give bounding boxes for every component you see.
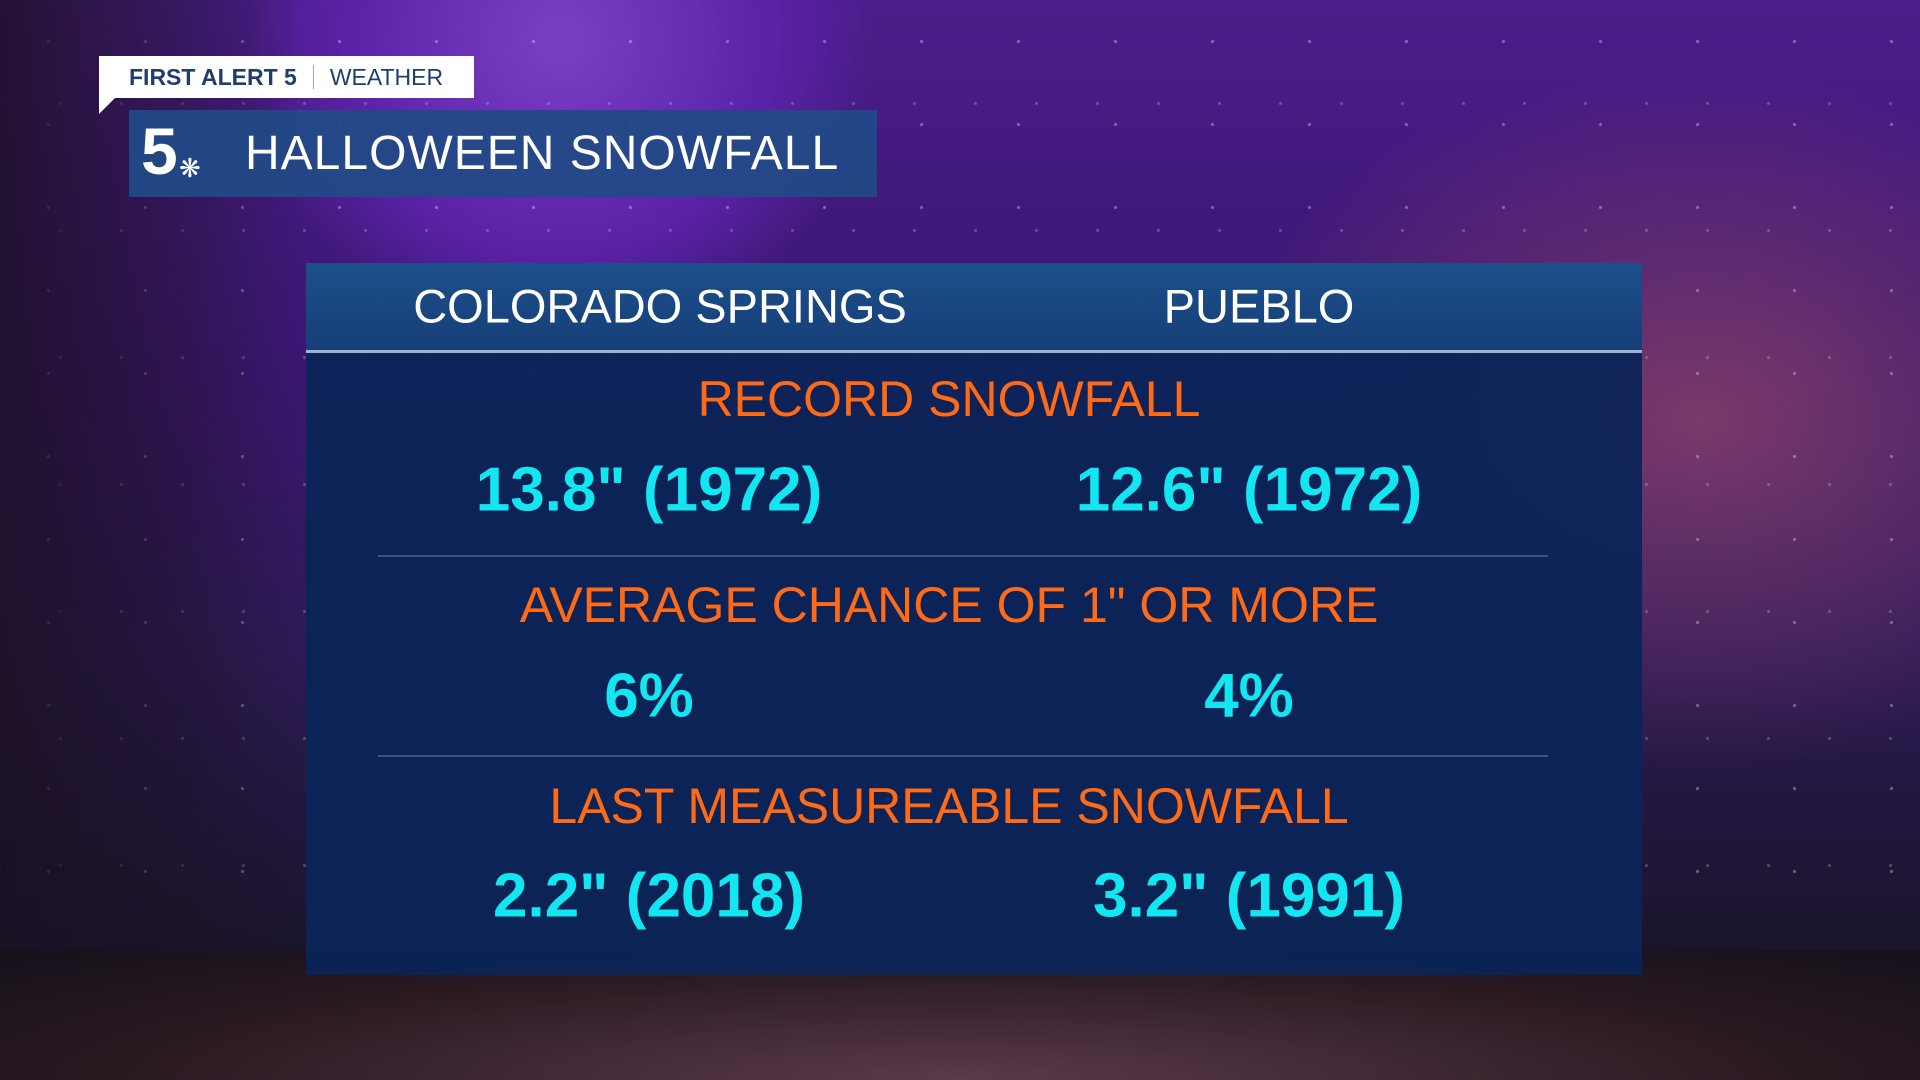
value-cs-last: 2.2" (2018) [492,861,806,931]
nbc-peacock-icon: ❋ [179,152,201,183]
column-pueblo: PUEBLO [1163,279,1355,333]
row-label-record: RECORD SNOWFALL [697,371,1201,427]
value-cs-record: 13.8" (1972) [475,455,823,525]
station-logo: 5 ❋ [141,114,221,189]
value-pueblo-record: 12.6" (1972) [1075,455,1423,525]
value-cs-average: 6% [604,661,694,731]
row-divider [378,555,1548,557]
row-divider [378,755,1548,757]
page-title: HALLOWEEN SNOWFALL [245,127,840,180]
snowfall-table: COLORADO SPRINGS PUEBLO RECORD SNOWFALL … [306,263,1642,975]
table-header: COLORADO SPRINGS PUEBLO [306,263,1642,353]
tag-light: WEATHER [329,63,444,90]
logo-five: 5 [141,113,178,188]
tag-bold: FIRST ALERT 5 [129,63,297,90]
column-colorado-springs: COLORADO SPRINGS [413,279,907,333]
value-pueblo-last: 3.2" (1991) [1092,861,1406,931]
row-label-average: AVERAGE CHANCE OF 1" OR MORE [519,577,1379,633]
row-label-last: LAST MEASUREABLE SNOWFALL [549,778,1349,834]
tag-tail [99,98,115,114]
first-alert-tag: FIRST ALERT 5 WEATHER [99,56,474,98]
value-pueblo-average: 4% [1204,661,1294,731]
tag-divider [312,65,314,89]
title-bar: 5 ❋ HALLOWEEN SNOWFALL [129,110,877,197]
